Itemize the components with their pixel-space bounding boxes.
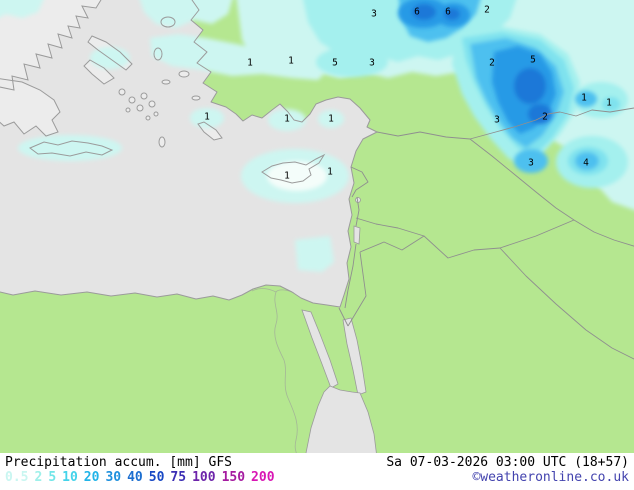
border-layer [338,107,634,360]
legend-value-10: 10 [62,470,78,485]
legend-value-30: 30 [105,470,122,485]
legend-scale: 0.5 2 5 10 20 30 40 50 75 100 150 200 [5,470,281,485]
legend-value-100: 100 [192,470,216,485]
red-sea [305,385,377,453]
legend-value-2: 2 [34,470,43,485]
legend-value-5: 5 [48,470,57,485]
dead-sea [353,225,361,245]
gulf-of-aqaba [342,317,367,396]
water-features [251,197,377,453]
legend-value-75: 75 [170,470,187,485]
copyright-link[interactable]: ©weatheronline.co.uk [472,470,629,485]
legend-value-40: 40 [127,470,143,485]
gulf-of-suez [301,309,339,389]
legend-value-150: 150 [221,470,246,485]
legend-value-0.5: 0.5 [5,470,29,485]
footer: Precipitation accum. [mm] GFS Sa 07-03-2… [0,453,634,490]
legend-value-20: 20 [83,470,100,485]
precipitation-layer [0,0,634,272]
map-canvas [0,0,634,453]
legend-value-200: 200 [251,470,275,485]
map-title: Precipitation accum. [mm] GFS [5,455,232,470]
legend-value-50: 50 [148,470,165,485]
timestamp: Sa 07-03-2026 03:00 UTC (18+57) [386,455,629,470]
